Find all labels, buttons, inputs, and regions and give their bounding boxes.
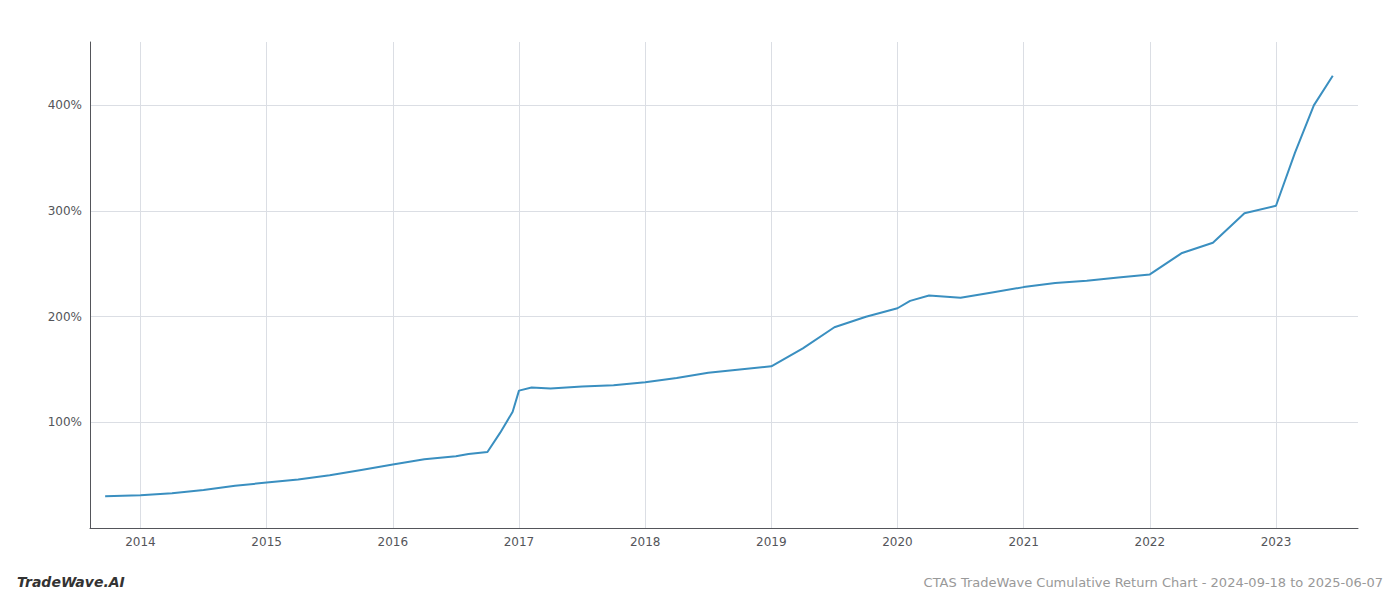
svg-text:2022: 2022 bbox=[1135, 535, 1166, 549]
svg-text:2018: 2018 bbox=[630, 535, 661, 549]
svg-text:2019: 2019 bbox=[756, 535, 787, 549]
svg-text:2015: 2015 bbox=[251, 535, 282, 549]
svg-text:2020: 2020 bbox=[882, 535, 913, 549]
svg-text:2023: 2023 bbox=[1261, 535, 1292, 549]
svg-text:TradeWave.AI: TradeWave.AI bbox=[17, 574, 125, 590]
svg-text:CTAS TradeWave Cumulative Retu: CTAS TradeWave Cumulative Return Chart -… bbox=[924, 575, 1383, 590]
svg-text:2017: 2017 bbox=[504, 535, 535, 549]
svg-text:200%: 200% bbox=[48, 310, 82, 324]
svg-text:100%: 100% bbox=[48, 415, 82, 429]
svg-text:300%: 300% bbox=[48, 204, 82, 218]
svg-text:2016: 2016 bbox=[378, 535, 409, 549]
svg-text:2021: 2021 bbox=[1008, 535, 1039, 549]
svg-text:400%: 400% bbox=[48, 98, 82, 112]
svg-text:2014: 2014 bbox=[125, 535, 156, 549]
